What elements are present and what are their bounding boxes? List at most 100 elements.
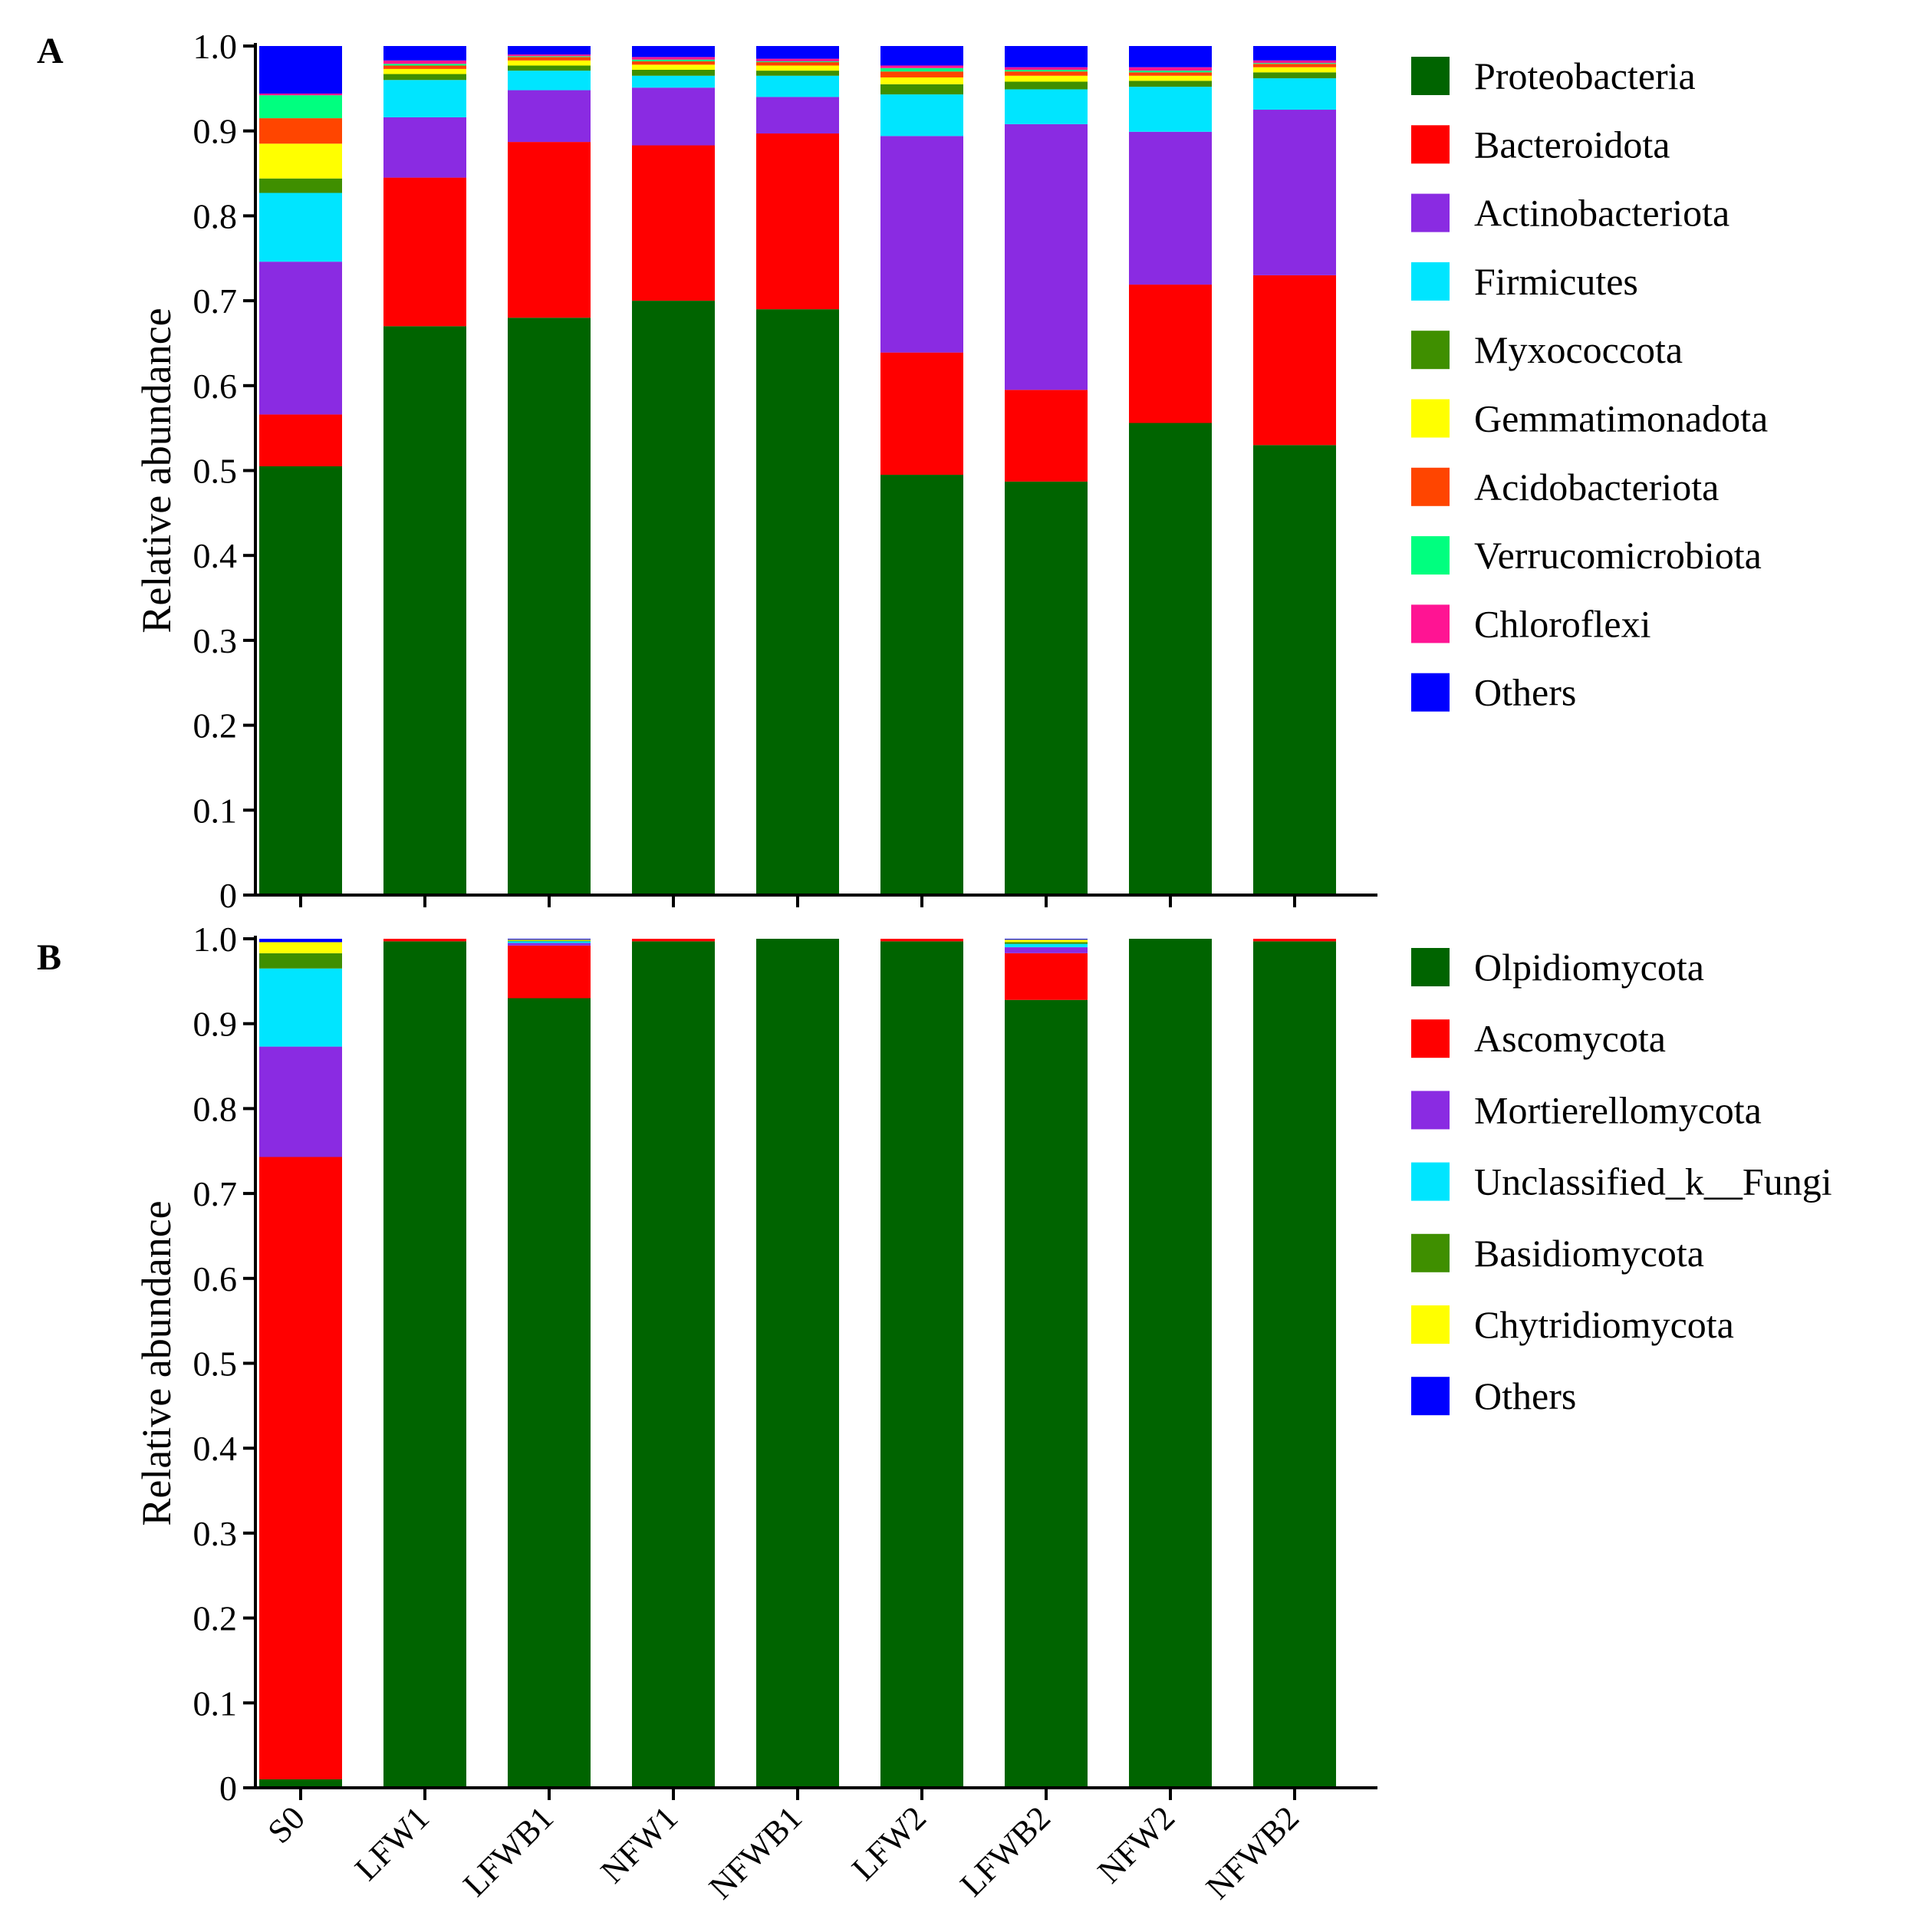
panel-b-bar-lfwb2-ascomycota xyxy=(1005,953,1088,1000)
panel-b-y-tick-label-0-7: 0.7 xyxy=(193,1174,238,1213)
panel-b-legend-swatch-unclassified-k-fungi xyxy=(1411,1162,1450,1201)
panel-b-bar-lfwb1-olpidiomycota xyxy=(508,998,591,1788)
panel-a-bar-lfw2-firmicutes xyxy=(880,94,963,137)
panel-a-bar-lfw1-gemmatimonadota xyxy=(383,68,466,74)
panel-a-legend-label-others: Others xyxy=(1474,671,1576,714)
panel-a-bar-lfw1-proteobacteria xyxy=(383,326,466,895)
panel-a-bar-lfwb1-actinobacteriota xyxy=(508,90,591,143)
panel-a-y-tick-label-0-4: 0.4 xyxy=(193,536,238,575)
panel-b-y-tick-label-0-1: 0.1 xyxy=(193,1684,238,1723)
panel-b-bar-lfw1-ascomycota xyxy=(383,939,466,942)
panel-a-bar-nfwb2-myxococcota xyxy=(1253,72,1336,79)
panel-a-bar-nfwb2-gemmatimonadota xyxy=(1253,67,1336,73)
panel-b-y-tick-label-0-4: 0.4 xyxy=(193,1429,238,1468)
panel-a-bar-nfwb1-verrucomicrobiota xyxy=(756,61,839,63)
panel-a-bar-lfw1-others xyxy=(383,46,466,61)
panel-b-bar-lfwb1-basidiomycota xyxy=(508,940,591,942)
panel-a-bar-lfwb2-actinobacteriota xyxy=(1005,123,1088,390)
panel-b-bar-nfw2-olpidiomycota xyxy=(1129,939,1212,1788)
panel-a-bar-nfw2-firmicutes xyxy=(1129,87,1212,132)
panel-a-legend-label-chloroflexi: Chloroflexi xyxy=(1474,602,1651,645)
panel-a-legend-swatch-firmicutes xyxy=(1411,262,1450,301)
panel-a-bar-s0-acidobacteriota xyxy=(259,118,342,144)
panel-a-legend-swatch-others xyxy=(1411,673,1450,712)
panel-a-legend-swatch-proteobacteria xyxy=(1411,57,1450,95)
panel-a-bar-nfwb1-others xyxy=(756,46,839,59)
panel-b-bar-s0-chytridiomycota xyxy=(259,942,342,953)
panel-a-legend-label-proteobacteria: Proteobacteria xyxy=(1474,54,1696,97)
panel-a-bar-lfwb1-firmicutes xyxy=(508,71,591,91)
panel-b-bar-lfwb1-others xyxy=(508,939,591,940)
panel-a-bar-nfwb1-proteobacteria xyxy=(756,309,839,895)
panel-a-y-tick-label-0-5: 0.5 xyxy=(193,452,238,491)
panel-b-y-tick-label-0: 0 xyxy=(219,1769,237,1808)
panel-a-bar-lfw2-acidobacteriota xyxy=(880,71,963,77)
panel-b-bar-lfwb1-ascomycota xyxy=(508,945,591,999)
panel-a-bar-nfwb2-proteobacteria xyxy=(1253,445,1336,895)
panel-a-bar-lfw2-others xyxy=(880,46,963,66)
panel-b-bar-nfwb2-olpidiomycota xyxy=(1253,941,1336,1788)
panel-a-bar-nfwb1-actinobacteriota xyxy=(756,97,839,134)
panel-a-legend-swatch-actinobacteriota xyxy=(1411,193,1450,232)
panel-b-bar-s0-basidiomycota xyxy=(259,953,342,969)
panel-a-bar-lfwb1-chloroflexi xyxy=(508,54,591,57)
panel-a-bar-lfwb1-myxococcota xyxy=(508,65,591,71)
panel-a-bar-nfwb1-chloroflexi xyxy=(756,58,839,61)
panel-a-bar-lfw1-acidobacteriota xyxy=(383,65,466,69)
panel-a-bar-nfw1-chloroflexi xyxy=(632,57,715,60)
panel-a-bar-lfwb1-verrucomicrobiota xyxy=(508,56,591,58)
panel-b-bar-lfw2-ascomycota xyxy=(880,939,963,942)
panel-a-bar-lfwb1-proteobacteria xyxy=(508,318,591,895)
panel-b-legend-swatch-chytridiomycota xyxy=(1411,1305,1450,1344)
panel-a-y-tick-label-0: 0 xyxy=(219,876,237,915)
panel-b-bar-lfw1-olpidiomycota xyxy=(383,941,466,1788)
panel-a-bar-lfwb2-verrucomicrobiota xyxy=(1005,69,1088,72)
panel-b-x-tick-label-nfw2: NFW2 xyxy=(1091,1799,1182,1890)
panel-a-legend-label-verrucomicrobiota: Verrucomicrobiota xyxy=(1474,534,1762,577)
panel-a-y-axis-title: Relative abundance xyxy=(133,308,179,633)
panel-a-bar-lfw2-chloroflexi xyxy=(880,65,963,68)
panel-b-x-tick-label-s0: S0 xyxy=(261,1799,313,1851)
panel-a-y-tick-label-0-6: 0.6 xyxy=(193,367,238,406)
panel-a-legend-label-actinobacteriota: Actinobacteriota xyxy=(1474,192,1729,235)
panel-a-bar-lfw2-actinobacteriota xyxy=(880,136,963,353)
panel-a-bar-lfwb2-gemmatimonadota xyxy=(1005,75,1088,82)
panel-a-bar-nfwb1-bacteroidota xyxy=(756,133,839,310)
panel-b-bar-lfw2-olpidiomycota xyxy=(880,941,963,1788)
panel-a-bar-s0-proteobacteria xyxy=(259,466,342,895)
panel-a-bar-nfw1-verrucomicrobiota xyxy=(632,59,715,61)
panel-a-bar-nfw2-acidobacteriota xyxy=(1129,72,1212,76)
panel-b-bar-lfwb2-olpidiomycota xyxy=(1005,999,1088,1788)
panel-b-legend-label-ascomycota: Ascomycota xyxy=(1474,1017,1666,1060)
panel-a-bar-lfwb2-others xyxy=(1005,46,1088,67)
panel-b-bar-s0-olpidiomycota xyxy=(259,1779,342,1788)
panel-a-bar-nfwb2-verrucomicrobiota xyxy=(1253,63,1336,64)
panel-a-legend-label-firmicutes: Firmicutes xyxy=(1474,260,1638,303)
panel-b-y-tick-label-0-3: 0.3 xyxy=(193,1514,238,1553)
panel-a-y-tick-label-0-7: 0.7 xyxy=(193,281,238,321)
panel-a-bar-lfw1-bacteroidota xyxy=(383,177,466,327)
panel-b-bar-lfwb1-unclassified-k-fungi xyxy=(508,941,591,943)
panel-a-bar-nfw1-firmicutes xyxy=(632,75,715,88)
panel-a-bar-lfw2-verrucomicrobiota xyxy=(880,67,963,72)
panel-b-y-tick-label-0-8: 0.8 xyxy=(193,1089,238,1128)
panel-a-bar-s0-verrucomicrobiota xyxy=(259,95,342,119)
panel-b-legend-swatch-others xyxy=(1411,1377,1450,1416)
panel-a-legend-swatch-bacteroidota xyxy=(1411,125,1450,164)
panel-b-bar-s0-others xyxy=(259,939,342,943)
panel-a-bar-s0-actinobacteriota xyxy=(259,262,342,415)
panel-b-y-tick-label-0-2: 0.2 xyxy=(193,1599,238,1638)
panel-a-bar-nfw2-myxococcota xyxy=(1129,81,1212,87)
panel-a-bar-s0-gemmatimonadota xyxy=(259,143,342,179)
panel-a-bar-lfwb2-myxococcota xyxy=(1005,81,1088,90)
panel-a-label: A xyxy=(37,31,64,71)
panel-a-y-tick-label-0-1: 0.1 xyxy=(193,791,238,830)
panel-a-bar-nfw2-bacteroidota xyxy=(1129,285,1212,423)
panel-a-bar-lfwb1-bacteroidota xyxy=(508,142,591,318)
panel-a-legend-label-myxococcota: Myxococcota xyxy=(1474,328,1683,371)
panel-a-y-tick-label-1-0: 1.0 xyxy=(193,27,238,66)
panel-a-bar-nfw2-others xyxy=(1129,46,1212,67)
panel-a-bar-nfwb1-acidobacteriota xyxy=(756,62,839,66)
panel-a-bar-lfwb2-chloroflexi xyxy=(1005,67,1088,70)
